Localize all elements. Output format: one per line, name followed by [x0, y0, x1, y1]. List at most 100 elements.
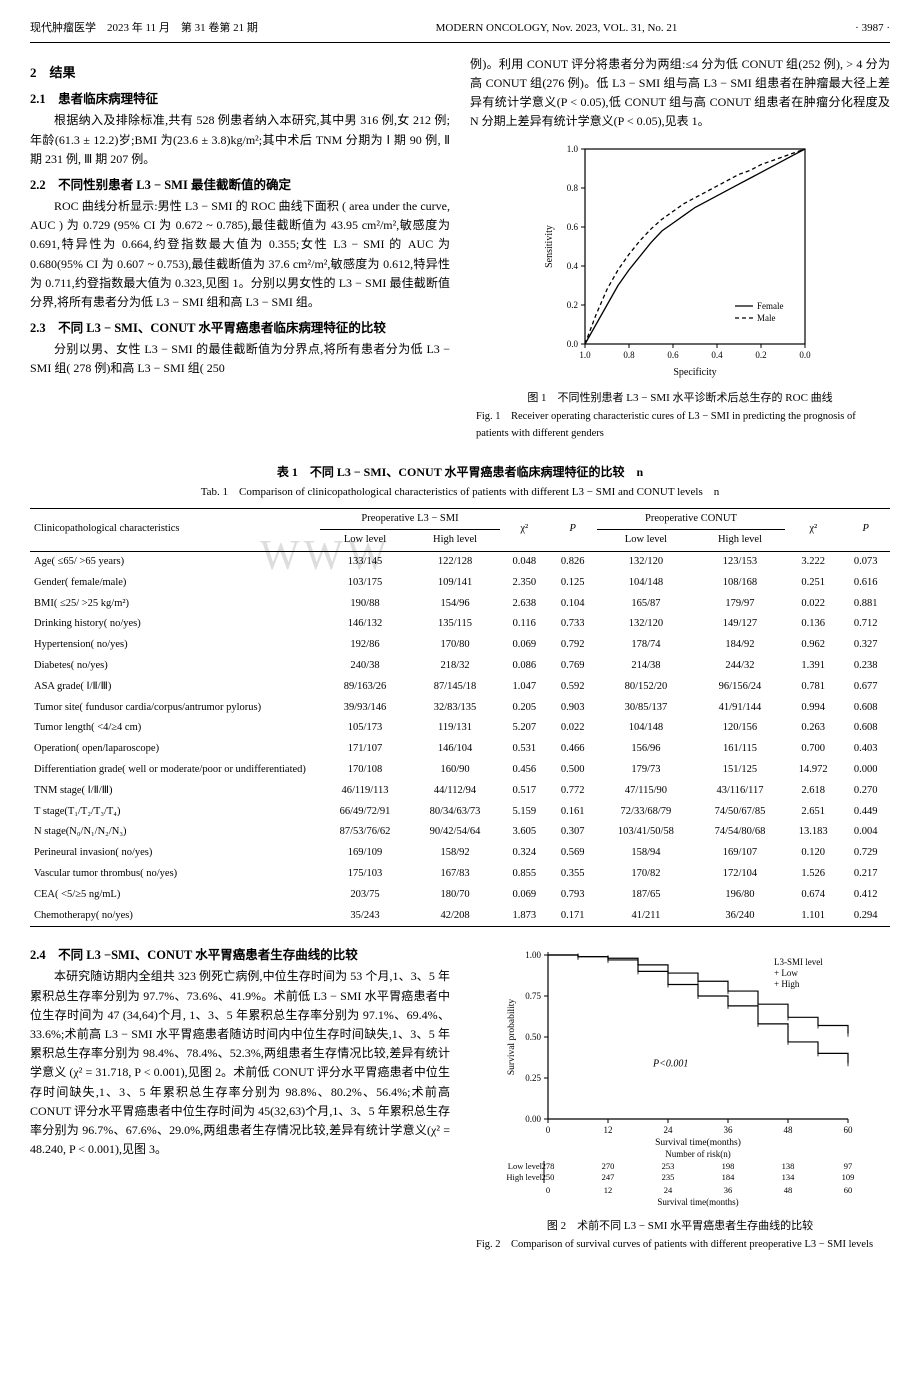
- figure-1-caption-cn: 图 1 不同性别患者 L3 − SMI 水平诊断术后总生存的 ROC 曲线: [470, 390, 890, 408]
- svg-text:0: 0: [546, 1185, 550, 1195]
- table-row: Operation( open/laparoscope)171/107146/1…: [30, 739, 890, 760]
- table-row: Tumor site( fundusor cardia/corpus/antru…: [30, 698, 890, 719]
- svg-text:Female: Female: [757, 301, 784, 311]
- table-row: CEA( <5/≥5 ng/mL)203/75180/700.0690.7931…: [30, 885, 890, 906]
- svg-text:138: 138: [782, 1161, 795, 1171]
- svg-text:L3-SMI level: L3-SMI level: [774, 957, 823, 967]
- svg-text:Survival probability: Survival probability: [507, 999, 517, 1076]
- svg-text:0.0: 0.0: [567, 339, 579, 349]
- section-2-title: 2 结果: [30, 63, 450, 84]
- svg-text:97: 97: [844, 1161, 853, 1171]
- svg-text:1.00: 1.00: [525, 950, 541, 960]
- svg-text:1.0: 1.0: [567, 144, 579, 154]
- svg-text:0.8: 0.8: [567, 183, 579, 193]
- svg-text:0.50: 0.50: [525, 1032, 541, 1042]
- figure-2-caption-cn: 图 2 术前不同 L3 − SMI 水平胃癌患者生存曲线的比较: [470, 1218, 890, 1236]
- svg-text:0.2: 0.2: [755, 350, 766, 360]
- table-row: Diabetes( no/yes)240/38218/320.0860.7692…: [30, 656, 890, 677]
- svg-text:+ High: + High: [774, 979, 800, 989]
- svg-text:Male: Male: [757, 313, 776, 323]
- svg-text:Survival time(months): Survival time(months): [655, 1137, 741, 1148]
- lower-left-column: 2.4 不同 L3 −SMI、CONUT 水平胃癌患者生存曲线的比较 本研究随访…: [30, 939, 450, 1262]
- svg-text:Sensitivity: Sensitivity: [544, 225, 555, 268]
- svg-text:36: 36: [724, 1185, 733, 1195]
- right-col-continuation: 例)。利用 CONUT 评分将患者分为两组:≤4 分为低 CONUT 组(252…: [470, 55, 890, 132]
- svg-text:+ Low: + Low: [774, 968, 798, 978]
- table-row: Hypertension( no/yes)192/86170/800.0690.…: [30, 635, 890, 656]
- svg-text:60: 60: [844, 1185, 853, 1195]
- svg-text:Survival time(months): Survival time(months): [657, 1197, 738, 1207]
- svg-text:1.0: 1.0: [579, 350, 591, 360]
- section-2-1-title: 2.1 患者临床病理特征: [30, 89, 450, 109]
- table-1-container: WWW 表 1 不同 L3 − SMI、CONUT 水平胃癌患者临床病理特征的比…: [30, 463, 890, 928]
- section-2-4-body: 本研究随访期内全组共 323 例死亡病例,中位生存时间为 53 个月,1、3、5…: [30, 967, 450, 1159]
- header-page: · 3987 ·: [855, 20, 890, 38]
- section-2-3-body: 分别以男、女性 L3 − SMI 的最佳截断值为分界点,将所有患者分为低 L3 …: [30, 340, 450, 378]
- section-2-3-title: 2.3 不同 L3 − SMI、CONUT 水平胃癌患者临床病理特征的比较: [30, 318, 450, 338]
- table-1: Clinicopathological characteristicsPreop…: [30, 508, 890, 928]
- svg-text:0.2: 0.2: [567, 300, 578, 310]
- svg-text:24: 24: [664, 1125, 674, 1135]
- svg-text:235: 235: [662, 1172, 675, 1182]
- svg-text:Specificity: Specificity: [673, 367, 716, 378]
- svg-text:184: 184: [722, 1172, 736, 1182]
- header-center: MODERN ONCOLOGY, Nov. 2023, VOL. 31, No.…: [436, 20, 678, 38]
- figure-1-caption-en: Fig. 1 Receiver operating characteristic…: [470, 409, 890, 443]
- svg-text:Number of risk(n): Number of risk(n): [665, 1149, 730, 1159]
- section-2-4-title: 2.4 不同 L3 −SMI、CONUT 水平胃癌患者生存曲线的比较: [30, 945, 450, 965]
- svg-text:12: 12: [604, 1125, 613, 1135]
- table-row: Gender( female/male)103/175109/1412.3500…: [30, 573, 890, 594]
- svg-text:P<0.001: P<0.001: [652, 1059, 688, 1070]
- header-left: 现代肿瘤医学 2023 年 11 月 第 31 卷第 21 期: [30, 20, 258, 38]
- figure-1-roc-chart: 1.0 0.8 0.6 0.4 0.2 0.0 0.0 0.2 0.4 0.6 0.8 1.0 Spec…: [540, 139, 820, 379]
- svg-text:Low level: Low level: [508, 1161, 543, 1171]
- table-row: Drinking history( no/yes)146/132135/1150…: [30, 614, 890, 635]
- svg-text:134: 134: [782, 1172, 796, 1182]
- section-2-2-body: ROC 曲线分析显示:男性 L3 − SMI 的 ROC 曲线下面积 ( are…: [30, 197, 450, 312]
- table-1-caption-cn: 表 1 不同 L3 − SMI、CONUT 水平胃癌患者临床病理特征的比较 n: [30, 463, 890, 482]
- table-row: Tumor length( <4/≥4 cm)105/173119/1315.2…: [30, 718, 890, 739]
- right-column: 例)。利用 CONUT 评分将患者分为两组:≤4 分为低 CONUT 组(252…: [470, 55, 890, 451]
- table-row: Age( ≤65/ >65 years)133/145122/1280.0480…: [30, 552, 890, 573]
- table-row: Perineural invasion( no/yes)169/109158/9…: [30, 843, 890, 864]
- svg-text:48: 48: [784, 1125, 794, 1135]
- svg-text:0.4: 0.4: [711, 350, 723, 360]
- svg-text:0.4: 0.4: [567, 261, 579, 271]
- figure-2-caption-en: Fig. 2 Comparison of survival curves of …: [470, 1237, 890, 1254]
- table-row: N stage(N₀/N₁/N₂/N₃)87/53/76/6290/42/54/…: [30, 822, 890, 843]
- svg-text:0.6: 0.6: [667, 350, 679, 360]
- svg-text:0.6: 0.6: [567, 222, 579, 232]
- svg-text:109: 109: [842, 1172, 855, 1182]
- svg-text:0: 0: [546, 1125, 551, 1135]
- svg-text:270: 270: [602, 1161, 615, 1171]
- svg-text:0.8: 0.8: [623, 350, 635, 360]
- page-header: 现代肿瘤医学 2023 年 11 月 第 31 卷第 21 期 MODERN O…: [30, 20, 890, 43]
- table-row: Chemotherapy( no/yes)35/24342/2081.8730.…: [30, 906, 890, 927]
- svg-text:247: 247: [602, 1172, 615, 1182]
- table-row: Differentiation grade( well or moderate/…: [30, 760, 890, 781]
- svg-text:0.00: 0.00: [525, 1114, 541, 1124]
- svg-text:36: 36: [724, 1125, 734, 1135]
- lower-columns: 2.4 不同 L3 −SMI、CONUT 水平胃癌患者生存曲线的比较 本研究随访…: [30, 939, 890, 1262]
- svg-text:60: 60: [844, 1125, 854, 1135]
- table-1-caption-en: Tab. 1 Comparison of clinicopathological…: [30, 484, 890, 502]
- figure-1-container: 1.0 0.8 0.6 0.4 0.2 0.0 0.0 0.2 0.4 0.6 0.8 1.0 Spec…: [470, 139, 890, 442]
- left-column: 2 结果 2.1 患者临床病理特征 根据纳入及排除标准,共有 528 例患者纳入…: [30, 55, 450, 451]
- svg-text:48: 48: [784, 1185, 793, 1195]
- upper-columns: 2 结果 2.1 患者临床病理特征 根据纳入及排除标准,共有 528 例患者纳入…: [30, 55, 890, 451]
- svg-text:12: 12: [604, 1185, 613, 1195]
- table-row: TNM stage( Ⅰ/Ⅱ/Ⅲ)46/119/11344/112/940.51…: [30, 781, 890, 802]
- svg-text:24: 24: [664, 1185, 673, 1195]
- svg-text:High level: High level: [506, 1172, 542, 1182]
- svg-text:0.0: 0.0: [799, 350, 811, 360]
- table-row: ASA grade( Ⅰ/Ⅱ/Ⅲ)89/163/2687/145/181.047…: [30, 677, 890, 698]
- svg-text:198: 198: [722, 1161, 735, 1171]
- section-2-2-title: 2.2 不同性别患者 L3 − SMI 最佳截断值的确定: [30, 175, 450, 195]
- lower-right-column: 0 12 24 36 48 60 0.00 0.25 0.50 0.75 1.00 Survival …: [470, 939, 890, 1262]
- table-row: T stage(T₁/T₂/T₃/T₄)66/49/72/9180/34/63/…: [30, 802, 890, 823]
- table-row: BMI( ≤25/ >25 kg/m²)190/88154/962.6380.1…: [30, 594, 890, 615]
- svg-text:0.25: 0.25: [525, 1073, 541, 1083]
- svg-text:253: 253: [662, 1161, 675, 1171]
- table-row: Vascular tumor thrombus( no/yes)175/1031…: [30, 864, 890, 885]
- svg-text:0.75: 0.75: [525, 991, 541, 1001]
